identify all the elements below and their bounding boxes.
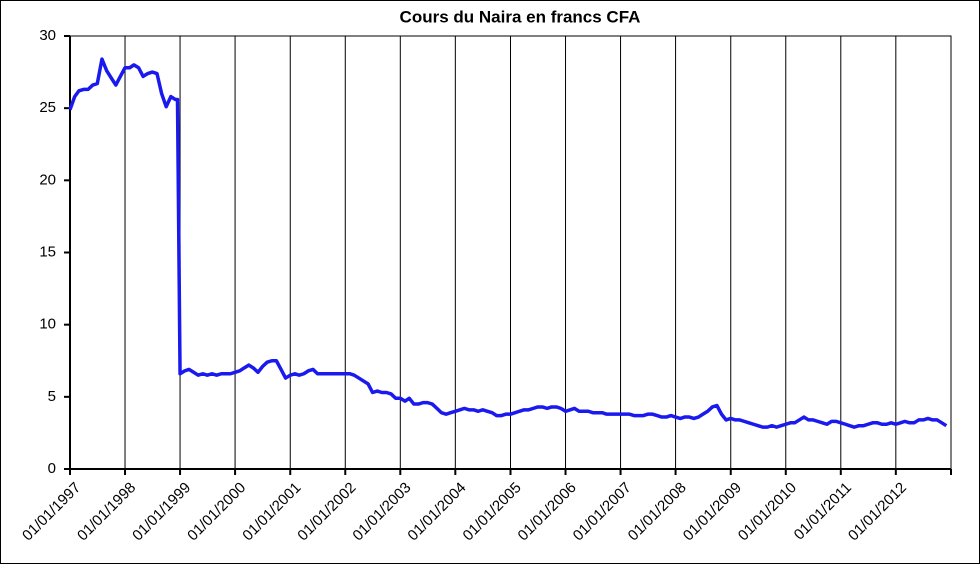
y-tick-label: 30 — [39, 27, 56, 44]
y-tick-label: 20 — [39, 171, 56, 188]
y-tick-label: 10 — [39, 316, 56, 333]
chart-title: Cours du Naira en francs CFA — [400, 7, 641, 26]
y-tick-label: 5 — [48, 388, 56, 405]
y-tick-label: 0 — [48, 460, 56, 477]
data-line — [68, 57, 948, 429]
y-tick-label: 15 — [39, 243, 56, 260]
y-tick-label: 25 — [39, 99, 56, 116]
